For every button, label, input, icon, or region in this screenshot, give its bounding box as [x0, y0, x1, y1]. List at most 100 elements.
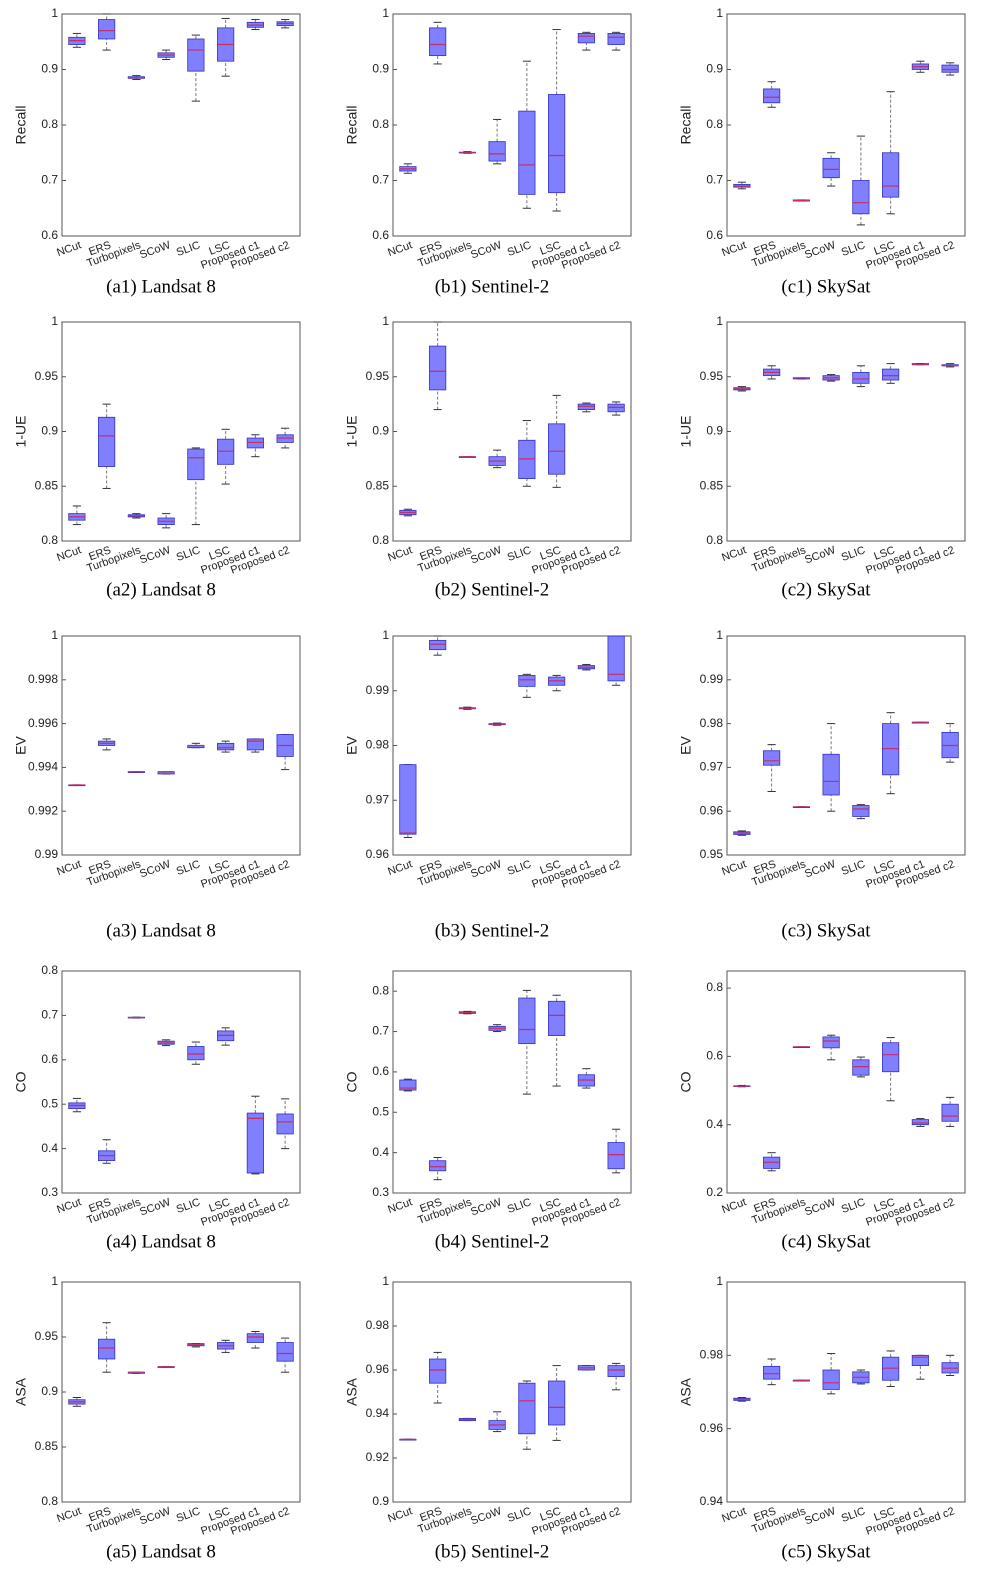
caption: (b1) Sentinel-2	[435, 276, 550, 297]
box	[429, 27, 447, 57]
y-axis-label: Recall	[13, 106, 29, 145]
plot-frame	[726, 970, 966, 1194]
y-tick-label: 0.99	[35, 847, 59, 861]
category-label: NCut	[55, 858, 83, 878]
category-label: SCoW	[469, 858, 504, 880]
box	[518, 1382, 536, 1435]
box	[607, 33, 625, 45]
box	[607, 1142, 625, 1170]
y-tick-label: 0.8	[41, 963, 58, 977]
y-tick-label: 0.85	[700, 478, 724, 492]
y-tick-label: 1	[382, 314, 389, 328]
caption: (c4) SkySat	[781, 1231, 871, 1252]
y-tick-label: 0.99	[366, 683, 390, 697]
plot-frame	[61, 970, 301, 1194]
y-tick-label: 0.9	[41, 62, 58, 76]
box	[852, 180, 870, 215]
caption: (c1) SkySat	[781, 276, 871, 297]
box	[911, 1354, 929, 1367]
plot-frame	[726, 321, 966, 542]
y-tick-label: 0.96	[366, 847, 390, 861]
box	[488, 141, 506, 162]
y-tick-label: 0.4	[41, 1141, 58, 1155]
category-label: SLIC	[840, 1196, 867, 1216]
category-label: NCut	[720, 1505, 748, 1525]
y-tick-label: 0.99	[700, 672, 724, 686]
y-tick-label: 0.8	[41, 533, 58, 547]
box	[763, 750, 781, 766]
category-label: NCut	[720, 239, 748, 259]
box	[429, 345, 447, 391]
y-tick-label: 0.7	[41, 1008, 58, 1022]
box	[607, 635, 625, 682]
y-tick-label: 0.98	[366, 1318, 390, 1332]
category-label: SLIC	[506, 239, 533, 259]
y-tick-label: 0.97	[366, 792, 390, 806]
y-tick-label: 0.6	[372, 228, 389, 242]
box	[882, 152, 900, 198]
y-tick-label: 1	[51, 6, 58, 20]
y-tick-label: 0.9	[706, 62, 723, 76]
box	[548, 423, 566, 475]
y-tick-label: 0.3	[372, 1185, 389, 1199]
category-label: SLIC	[175, 858, 202, 878]
y-tick-label: 0.8	[706, 533, 723, 547]
category-label: SLIC	[506, 1505, 533, 1525]
y-tick-label: 0.9	[372, 424, 389, 438]
y-tick-label: 0.85	[35, 478, 59, 492]
y-tick-label: 0.95	[700, 847, 724, 861]
y-tick-label: 1	[382, 628, 389, 642]
y-tick-label: 0.5	[41, 1096, 58, 1110]
category-label: SCoW	[138, 544, 173, 566]
y-tick-label: 0.95	[700, 369, 724, 383]
category-label: NCut	[386, 1196, 414, 1216]
category-label: NCut	[386, 544, 414, 564]
y-tick-label: 1	[716, 314, 723, 328]
y-tick-label: 1	[51, 628, 58, 642]
y-axis-label: Recall	[678, 106, 694, 145]
box	[98, 416, 116, 467]
y-tick-label: 0.98	[366, 738, 390, 752]
y-tick-label: 0.95	[366, 369, 390, 383]
box	[852, 805, 870, 817]
category-label: NCut	[386, 858, 414, 878]
y-tick-label: 0.992	[28, 803, 58, 817]
y-tick-label: 0.4	[706, 1117, 723, 1131]
plot-frame	[726, 635, 966, 856]
category-label: SCoW	[138, 239, 173, 261]
category-label: SLIC	[175, 1505, 202, 1525]
y-axis-label: ASA	[678, 1377, 694, 1406]
y-axis-label: EV	[13, 736, 29, 755]
box	[822, 753, 840, 796]
y-tick-label: 0.7	[706, 173, 723, 187]
y-axis-label: Recall	[344, 106, 360, 145]
y-tick-label: 0.998	[28, 672, 58, 686]
box	[217, 742, 235, 751]
category-label: NCut	[720, 544, 748, 564]
y-tick-label: 0.6	[41, 228, 58, 242]
y-tick-label: 1	[716, 1274, 723, 1288]
y-tick-label: 0.94	[700, 1494, 724, 1508]
y-tick-label: 0.85	[366, 478, 390, 492]
box	[577, 33, 595, 44]
caption: (b5) Sentinel-2	[435, 1541, 550, 1562]
y-tick-label: 0.8	[706, 117, 723, 131]
plot-frame	[392, 970, 632, 1194]
y-tick-label: 0.3	[41, 1185, 58, 1199]
y-tick-label: 0.98	[700, 1348, 724, 1362]
box	[276, 1113, 294, 1135]
y-axis-label: CO	[344, 1071, 360, 1092]
y-tick-label: 0.8	[41, 1494, 58, 1508]
plot-frame	[392, 635, 632, 856]
plot-frame	[61, 635, 301, 856]
category-label: SCoW	[803, 1196, 838, 1218]
category-label: SLIC	[506, 544, 533, 564]
caption: (b3) Sentinel-2	[435, 920, 550, 941]
caption: (c5) SkySat	[781, 1541, 871, 1562]
box	[246, 738, 264, 751]
y-tick-label: 0.9	[41, 1384, 58, 1398]
y-tick-label: 0.95	[35, 1329, 59, 1343]
y-tick-label: 0.97	[700, 760, 724, 774]
box	[763, 1365, 781, 1380]
